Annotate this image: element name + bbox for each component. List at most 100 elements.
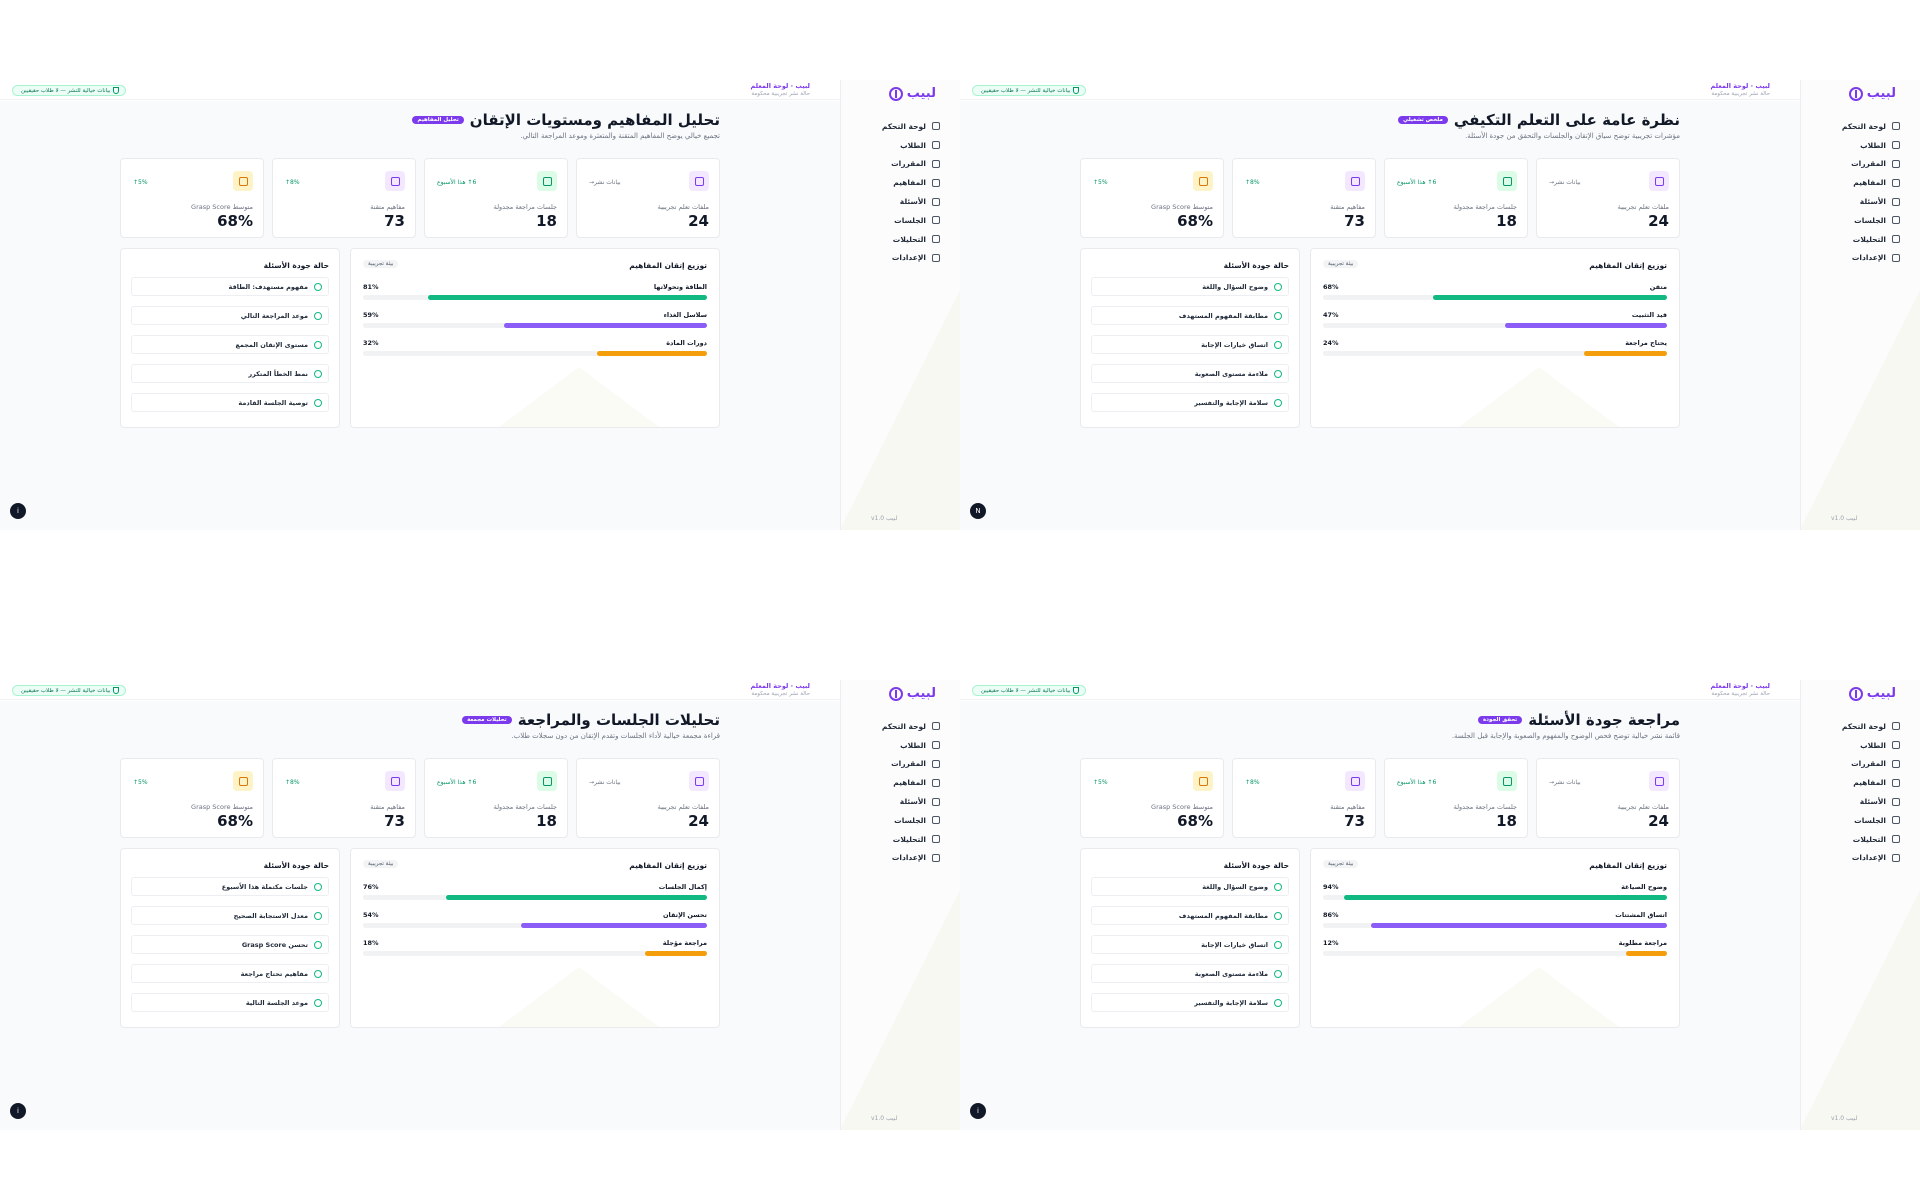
sidebar-item-label: الطلاب: [900, 740, 926, 750]
quality-item[interactable]: اتساق خيارات الإجابة: [1091, 935, 1289, 954]
breadcrumb-link[interactable]: لبيب · لوحة المعلم: [750, 82, 810, 90]
sidebar-item-7[interactable]: التحليلات: [1842, 230, 1900, 249]
quality-item[interactable]: وضوح السؤال واللغة: [1091, 277, 1289, 296]
sidebar-item-4[interactable]: المفاهيم: [882, 773, 940, 792]
sidebar-item-5[interactable]: الأسئلة: [1842, 792, 1900, 811]
mastery-tag: بيئة تجريبية: [363, 260, 399, 268]
stat-trend: 8%↑: [1245, 179, 1260, 186]
mastery-bar: دورات المادة 32%: [363, 339, 707, 363]
quality-item[interactable]: سلامة الإجابة والتفسير: [1091, 393, 1289, 412]
quality-item[interactable]: سلامة الإجابة والتفسير: [1091, 993, 1289, 1012]
sidebar-item-7[interactable]: التحليلات: [1842, 830, 1900, 849]
quality-item[interactable]: معدل الاستجابة الصحيح: [131, 906, 329, 925]
corner-badge[interactable]: i: [10, 503, 26, 519]
check-circle-icon: [314, 911, 322, 920]
sidebar-item-4[interactable]: المفاهيم: [1842, 773, 1900, 792]
sidebar-item-label: التحليلات: [892, 234, 926, 244]
quality-item[interactable]: تحسن Grasp Score: [131, 935, 329, 954]
bar-label: مراجعة مؤجلة: [662, 939, 707, 947]
brand-logo[interactable]: لبيب: [888, 686, 936, 701]
users-icon: [932, 141, 940, 150]
concept-icon: [1892, 178, 1900, 187]
sidebar-item-6[interactable]: الجلسات: [882, 811, 940, 830]
sidebar-item-8[interactable]: الإعدادات: [882, 849, 940, 868]
stat-label: ملفات تعلم تجريبية: [657, 203, 709, 211]
sidebar-item-6[interactable]: الجلسات: [1842, 211, 1900, 230]
bar-percent: 76%: [363, 883, 379, 891]
sidebar-item-label: المقررات: [1851, 159, 1886, 169]
sidebar-item-6[interactable]: الجلسات: [882, 211, 940, 230]
sidebar-item-2[interactable]: الطلاب: [882, 736, 940, 755]
quality-item[interactable]: مطابقة المفهوم المستهدف: [1091, 306, 1289, 325]
mastery-bar: سلاسل الغذاء 59%: [363, 311, 707, 335]
quality-item[interactable]: جلسات مكتملة هذا الأسبوع: [131, 877, 329, 896]
quality-item[interactable]: مفهوم مستهدف: الطاقة: [131, 277, 329, 296]
quality-item-label: ملاءمة مستوى الصعوبة: [1194, 369, 1268, 378]
sidebar-item-5[interactable]: الأسئلة: [882, 192, 940, 211]
brand-logo[interactable]: لبيب: [1848, 686, 1896, 701]
sidebar-item-4[interactable]: المفاهيم: [1842, 173, 1900, 192]
quality-item[interactable]: مفاهيم تحتاج مراجعة: [131, 964, 329, 983]
quality-item[interactable]: موعد المراجعة التالي: [131, 306, 329, 325]
sidebar-item-8[interactable]: الإعدادات: [1842, 849, 1900, 868]
sidebar-item-2[interactable]: الطلاب: [882, 136, 940, 155]
brand-logo[interactable]: لبيب: [888, 86, 936, 101]
sidebar-item-5[interactable]: الأسئلة: [1842, 192, 1900, 211]
quality-item[interactable]: اتساق خيارات الإجابة: [1091, 335, 1289, 354]
bar-label: يحتاج مراجعة: [1625, 339, 1667, 347]
sidebar-item-label: المفاهيم: [1853, 778, 1886, 788]
sidebar-item-4[interactable]: المفاهيم: [882, 173, 940, 192]
mastery-card: توزيع إتقان المفاهيم بيئة تجريبية إكمال …: [350, 848, 720, 1028]
sidebar-item-8[interactable]: الإعدادات: [882, 249, 940, 268]
sidebar-item-label: المفاهيم: [893, 778, 926, 788]
sidebar-item-7[interactable]: التحليلات: [882, 830, 940, 849]
sidebar-item-2[interactable]: الطلاب: [1842, 136, 1900, 155]
quality-item[interactable]: ملاءمة مستوى الصعوبة: [1091, 964, 1289, 983]
users-icon: [689, 771, 709, 791]
sidebar-item-3[interactable]: المقررات: [882, 155, 940, 174]
quality-item[interactable]: موعد الجلسة التالية: [131, 993, 329, 1012]
stat-value: 24: [688, 812, 709, 830]
calendar-icon: [1497, 771, 1517, 791]
sidebar-item-7[interactable]: التحليلات: [882, 230, 940, 249]
sidebar-item-2[interactable]: الطلاب: [1842, 736, 1900, 755]
sidebar-item-1[interactable]: لوحة التحكم: [1842, 717, 1900, 736]
page-heading: تحليل المفاهيم ومستويات الإتقان تحليل ال…: [412, 111, 720, 129]
quality-item[interactable]: نمط الخطأ المتكرر: [131, 364, 329, 383]
stats-row: بيانات نشر→ ملفات تعلم تجريبية 24 6↑ هذا ال…: [1080, 158, 1680, 238]
quality-item[interactable]: وضوح السؤال واللغة: [1091, 877, 1289, 896]
sidebar-item-1[interactable]: لوحة التحكم: [1842, 117, 1900, 136]
sidebar-item-6[interactable]: الجلسات: [1842, 811, 1900, 830]
breadcrumb-link[interactable]: لبيب · لوحة المعلم: [1710, 82, 1770, 90]
sidebar-item-3[interactable]: المقررات: [882, 755, 940, 774]
sidebar-item-5[interactable]: الأسئلة: [882, 792, 940, 811]
corner-badge[interactable]: i: [970, 1103, 986, 1119]
quality-item[interactable]: توصية الجلسة القادمة: [131, 393, 329, 412]
stat-card: 6↑ هذا الأسبوع جلسات مراجعة مجدولة 18: [1384, 758, 1528, 838]
stat-card: 5%↑ متوسط Grasp Score 68%: [1080, 158, 1224, 238]
corner-badge[interactable]: i: [10, 1103, 26, 1119]
sidebar-item-8[interactable]: الإعدادات: [1842, 249, 1900, 268]
sidebar-item-3[interactable]: المقررات: [1842, 155, 1900, 174]
book-icon: [932, 159, 940, 168]
sidebar-item-1[interactable]: لوحة التحكم: [882, 117, 940, 136]
corner-badge[interactable]: N: [970, 503, 986, 519]
shield-icon: [113, 687, 120, 694]
calendar-icon: [1892, 816, 1900, 825]
page-subtitle: مؤشرات تجريبية توضح سياق الإتقان والجلسا…: [1465, 132, 1680, 140]
breadcrumb: لبيب · لوحة المعلم حالة نشر تجريبية محكو…: [1711, 82, 1770, 97]
stat-card: 5%↑ متوسط Grasp Score 68%: [120, 158, 264, 238]
sidebar-item-label: التحليلات: [1852, 234, 1886, 244]
breadcrumb-link[interactable]: لبيب · لوحة المعلم: [750, 682, 810, 690]
calendar-icon: [932, 216, 940, 225]
brand-logo[interactable]: لبيب: [1848, 86, 1896, 101]
sidebar-item-label: الإعدادات: [1851, 853, 1886, 863]
gear-icon: [1892, 853, 1900, 862]
quality-item[interactable]: مطابقة المفهوم المستهدف: [1091, 906, 1289, 925]
quality-item[interactable]: مستوى الإتقان المجمع: [131, 335, 329, 354]
stat-label: مفاهيم متقنة: [1330, 803, 1365, 811]
breadcrumb-link[interactable]: لبيب · لوحة المعلم: [1710, 682, 1770, 690]
sidebar-item-3[interactable]: المقررات: [1842, 755, 1900, 774]
sidebar-item-1[interactable]: لوحة التحكم: [882, 717, 940, 736]
quality-item[interactable]: ملاءمة مستوى الصعوبة: [1091, 364, 1289, 383]
